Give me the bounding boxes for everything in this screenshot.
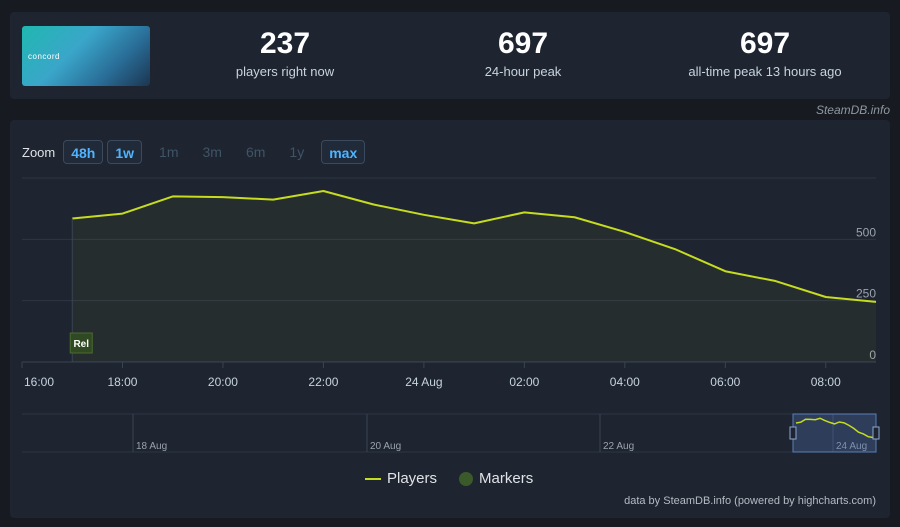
- players-point: [422, 213, 425, 216]
- x-tick-label: 18:00: [107, 375, 137, 389]
- markers-legend-label[interactable]: Markers: [479, 470, 534, 487]
- release-marker-label: Rel: [73, 339, 89, 350]
- y-tick-label: 500: [856, 225, 876, 239]
- zoom-1y-button[interactable]: 1y: [289, 144, 305, 160]
- x-tick-label: 04:00: [610, 375, 640, 389]
- navigator-label: 18 Aug: [136, 441, 167, 452]
- day-peak-stat: 697 24-hour peak: [443, 26, 603, 79]
- day-peak-label: 24-hour peak: [484, 64, 562, 79]
- players-point: [724, 270, 727, 273]
- x-tick-label: 24 Aug: [405, 375, 442, 389]
- players-point: [623, 230, 626, 233]
- zoom-3m-button[interactable]: 3m: [202, 144, 222, 160]
- game-cover-image[interactable]: concord: [22, 26, 150, 86]
- players-point: [523, 211, 526, 214]
- players-point: [774, 280, 777, 283]
- navigator-label: 22 Aug: [603, 441, 634, 452]
- zoom-max-button[interactable]: max: [321, 140, 366, 164]
- x-tick-label: 02:00: [509, 375, 539, 389]
- zoom-label: Zoom: [22, 144, 56, 160]
- navigator-label: 20 Aug: [370, 441, 401, 452]
- players-point: [875, 300, 878, 303]
- players-point: [322, 190, 325, 193]
- players-point: [372, 203, 375, 206]
- zoom-48h-button[interactable]: 48h: [63, 140, 104, 164]
- chart-card: Zoom 48h 1w 1m 3m 6m 1y max 0 250 500 Rel 16…: [10, 120, 890, 518]
- players-point: [473, 222, 476, 225]
- zoom-controls: Zoom 48h 1w 1m 3m 6m 1y max: [22, 139, 369, 165]
- current-players-value: 237: [259, 27, 311, 60]
- players-area: [72, 191, 876, 362]
- all-time-peak-stat: 697 all-time peak 13 hours ago: [660, 26, 870, 79]
- players-point: [674, 248, 677, 251]
- x-tick-label: 20:00: [208, 375, 238, 389]
- navigator-label: 24 Aug: [836, 441, 867, 452]
- navigator-left-handle: [789, 426, 797, 440]
- players-legend-label[interactable]: Players: [387, 470, 438, 487]
- chart-legend: Players Markers: [365, 470, 533, 487]
- player-count-chart: 0 250 500 Rel 16:00 18:00 20:00 22:00 24 Aug 02:0…: [21, 177, 880, 453]
- day-peak-value: 697: [497, 27, 549, 60]
- players-point: [272, 198, 275, 201]
- y-tick-label: 0: [869, 348, 876, 362]
- players-point: [221, 196, 224, 199]
- all-time-peak-label: all-time peak 13 hours ago: [688, 64, 842, 79]
- release-marker-flag: [69, 332, 93, 354]
- x-tick-label: 08:00: [811, 375, 841, 389]
- zoom-1w-button[interactable]: 1w: [107, 140, 143, 164]
- y-tick-label: 250: [856, 287, 876, 301]
- navigator-series-line: [795, 417, 874, 439]
- navigator-right-handle: [872, 426, 880, 440]
- x-tick-label: 16:00: [24, 375, 54, 389]
- players-line: [72, 190, 877, 303]
- current-players-stat: 237 players right now: [205, 26, 365, 79]
- game-logo-text: concord: [28, 52, 60, 61]
- zoom-6m-button[interactable]: 6m: [245, 144, 266, 160]
- steamdb-credit-link[interactable]: SteamDB.info: [815, 103, 890, 117]
- players-point: [171, 195, 174, 198]
- players-point: [573, 216, 576, 219]
- x-tick-label: 22:00: [308, 375, 338, 389]
- x-tick-label: 06:00: [710, 375, 740, 389]
- zoom-1m-button[interactable]: 1m: [159, 144, 179, 160]
- markers-legend-dot: [459, 471, 474, 486]
- current-players-label: players right now: [235, 64, 335, 79]
- chart-credit[interactable]: data by SteamDB.info (powered by highcha…: [624, 495, 876, 507]
- players-point: [121, 212, 124, 215]
- all-time-peak-value: 697: [739, 27, 791, 60]
- players-legend-line: [365, 477, 381, 480]
- stats-card: concord 237 players right now 697 24-hou…: [10, 12, 890, 99]
- players-point: [824, 295, 827, 298]
